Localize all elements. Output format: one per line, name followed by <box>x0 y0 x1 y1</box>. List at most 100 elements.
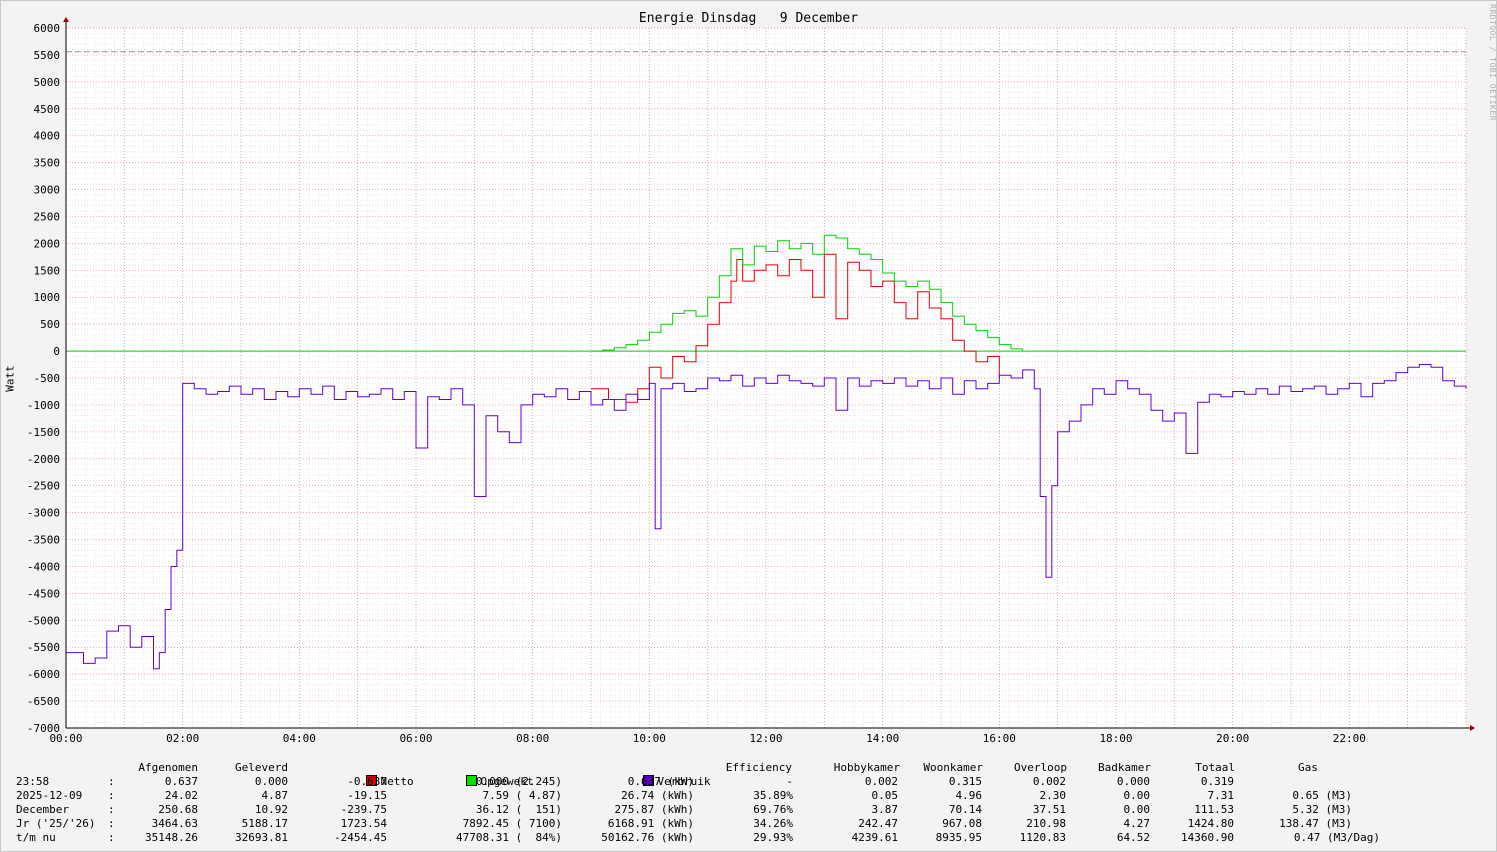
y-tick-label: 6000 <box>34 22 61 35</box>
legend-cell-hobbykamer: 0.05 <box>871 789 899 802</box>
y-tick-label: 500 <box>40 318 60 331</box>
legend-cell-verbruik: 0.637 (kW) <box>627 775 694 788</box>
y-tick-label: -7000 <box>27 722 60 735</box>
series-netto-line <box>591 253 1000 403</box>
y-tick-label: -3000 <box>27 507 60 520</box>
netto-swatch-icon <box>365 775 377 786</box>
series-verbruik-line <box>66 364 1467 670</box>
legend-cell-hobbykamer: 0.002 <box>864 775 898 788</box>
legend-cell-gas: 5.32 (M3) <box>1292 803 1352 816</box>
y-axis-arrow-icon <box>63 17 69 22</box>
verbruik-swatch-icon <box>642 775 654 786</box>
x-tick-label: 10:00 <box>633 732 666 745</box>
y-tick-label: -500 <box>34 372 61 385</box>
series-opgewekt-line <box>591 234 1024 352</box>
legend-cell-badkamer: 0.000 <box>1116 775 1150 788</box>
legend-cell-gas: 0.65 (M3) <box>1292 789 1352 802</box>
legend-cell-verbruik: 275.87 (kWh) <box>614 803 694 816</box>
legend-cell-netto: -0.637 <box>347 775 387 788</box>
y-tick-label: -2000 <box>27 453 60 466</box>
x-tick-label: 20:00 <box>1216 732 1249 745</box>
x-tick-label: 00:00 <box>49 732 82 745</box>
legend-cell-netto: 1723.54 <box>340 817 387 830</box>
legend-cell-woonkamer: 0.315 <box>948 775 982 788</box>
legend-cell-netto: -19.15 <box>347 789 387 802</box>
legend-cell-geleverd: 4.87 <box>261 789 289 802</box>
y-tick-label: -6000 <box>27 668 60 681</box>
x-tick-label: 22:00 <box>1333 732 1366 745</box>
legend-cell-woonkamer: 4.96 <box>955 789 983 802</box>
y-tick-label: 4500 <box>34 103 61 116</box>
legend-cell-geleverd: 5188.17 <box>241 817 288 830</box>
y-tick-label: -4000 <box>27 560 60 573</box>
legend-cell-badkamer: 64.52 <box>1116 831 1150 844</box>
y-tick-label: 4000 <box>34 130 61 143</box>
header-afgenomen: Afgenomen <box>138 761 198 774</box>
y-tick-label: -2500 <box>27 480 60 493</box>
legend-cell-label: t/m nu <box>16 831 56 844</box>
x-tick-label: 08:00 <box>516 732 549 745</box>
x-tick-label: 02:00 <box>166 732 199 745</box>
legend-cell-netto: -239.75 <box>340 803 387 816</box>
legend-cell-verbruik: 26.74 (kWh) <box>621 789 694 802</box>
x-tick-label: 14:00 <box>866 732 899 745</box>
legend-cell-totaal: 1424.80 <box>1187 817 1234 830</box>
legend-cell-label: 2025-12-09 <box>16 789 83 802</box>
axes <box>63 17 1475 731</box>
opgewekt-swatch-icon <box>465 775 477 786</box>
legend-cell-afgenomen: 24.02 <box>164 789 198 802</box>
legend-cell-efficiency: 35.89% <box>753 789 793 802</box>
legend-cell-efficiency: 69.76% <box>753 803 793 816</box>
header-geleverd: Geleverd <box>235 761 288 774</box>
y-tick-label: 1000 <box>34 291 61 304</box>
legend-cell-badkamer: 0.00 <box>1123 789 1151 802</box>
chart-plot: 6000550050004500400035003000250020001500… <box>27 17 1475 745</box>
legend-cell-overloop: 2.30 <box>1039 789 1067 802</box>
legend-cell-opgewekt: 36.12 ( 151) <box>475 803 562 816</box>
legend-cell-hobbykamer: 4239.61 <box>851 831 898 844</box>
legend-cell-afgenomen: 3464.63 <box>151 817 198 830</box>
header-woonkamer: Woonkamer <box>923 761 983 774</box>
legend-cell-sep: : <box>108 831 115 844</box>
legend-cell-opgewekt: 7892.45 ( 7100) <box>462 817 562 830</box>
legend-cell-efficiency: 29.93% <box>753 831 793 844</box>
legend-cell-totaal: 14360.90 <box>1181 831 1234 844</box>
legend-cell-totaal: 0.319 <box>1200 775 1234 788</box>
legend-cell-woonkamer: 8935.95 <box>935 831 982 844</box>
y-tick-labels: 6000550050004500400035003000250020001500… <box>27 22 60 735</box>
header-badkamer: Badkamer <box>1098 761 1151 774</box>
legend-cell-totaal: 7.31 <box>1207 789 1235 802</box>
series-lines <box>66 51 1467 670</box>
x-tick-labels: 00:00 02:00 04:00 06:00 08:00 10:00 12:00 14:00… <box>49 732 1365 745</box>
y-tick-label: -5000 <box>27 614 60 627</box>
y-tick-label: 2000 <box>34 237 61 250</box>
y-tick-label: 5000 <box>34 76 61 89</box>
x-axis-arrow-icon <box>1470 725 1475 731</box>
header-hobbykamer: Hobbykamer <box>833 761 900 774</box>
legend-cell-label: Jr ('25/'26) <box>16 817 96 830</box>
x-tick-label: 16:00 <box>983 732 1016 745</box>
header-netto: Netto <box>380 775 414 788</box>
header-totaal: Totaal <box>1195 761 1235 774</box>
legend-cell-totaal: 111.53 <box>1194 803 1234 816</box>
side-credit: RRDTOOL / TOBI OETIKER <box>1488 4 1497 121</box>
y-tick-label: 0 <box>53 345 60 358</box>
legend-cell-geleverd: 32693.81 <box>235 831 288 844</box>
y-tick-label: -5500 <box>27 641 60 654</box>
legend-cell-sep: : <box>108 817 115 830</box>
legend-cell-sep: : <box>108 775 115 788</box>
legend-cell-overloop: 210.98 <box>1026 817 1066 830</box>
header-efficiency: Efficiency <box>725 761 792 774</box>
y-tick-label: 3500 <box>34 157 61 170</box>
y-tick-label: 2500 <box>34 210 61 223</box>
y-tick-label: 1500 <box>34 264 61 277</box>
legend-cell-badkamer: 0.00 <box>1123 803 1151 816</box>
legend-cell-geleverd: 0.000 <box>254 775 288 788</box>
x-tick-label: 12:00 <box>749 732 782 745</box>
x-tick-label: 06:00 <box>399 732 432 745</box>
y-tick-label: 5500 <box>34 49 61 62</box>
header-verbruik: Verbruik <box>657 775 711 788</box>
legend-cell-netto: -2454.45 <box>334 831 387 844</box>
legend-cell-hobbykamer: 242.47 <box>858 817 898 830</box>
legend-cell-label: December <box>16 803 69 816</box>
